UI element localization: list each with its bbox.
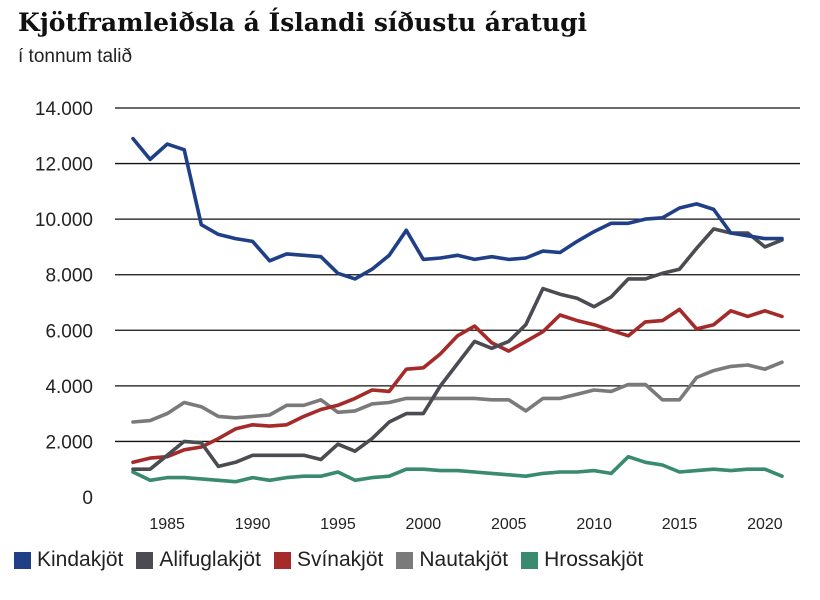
x-tick-label: 2010 (576, 516, 612, 533)
legend-label: Hrossakjöt (544, 548, 644, 571)
x-tick-label: 2000 (406, 516, 442, 533)
legend-item: Kindakjöt (14, 548, 123, 572)
y-tick-label: 12.000 (35, 155, 93, 176)
y-tick-label: 8.000 (45, 266, 93, 287)
legend-swatch (521, 551, 539, 569)
legend-swatch (136, 551, 154, 569)
y-tick-label: 6.000 (45, 321, 93, 342)
series-line (131, 227, 784, 472)
series-line (131, 307, 784, 465)
y-tick-label: 4.000 (45, 377, 93, 398)
legend-item: Svínakjöt (273, 548, 384, 572)
legend-label: Kindakjöt (37, 548, 124, 571)
x-tick-label: 2005 (491, 516, 527, 533)
y-tick-label: 14.000 (35, 99, 93, 120)
legend-label: Nautakjöt (419, 548, 509, 571)
chart-subtitle: í tonnum talið (18, 46, 133, 67)
x-tick-label: 1990 (235, 516, 271, 533)
legend-label: Alifuglakjöt (159, 548, 261, 571)
y-tick-label: 10.000 (35, 210, 93, 231)
legend-item: Hrossakjöt (521, 548, 643, 572)
y-tick-label: 0 (82, 488, 93, 509)
legend-item: Nautakjöt (396, 548, 508, 572)
x-tick-label: 2015 (662, 516, 698, 533)
legend-label: Svínakjöt (296, 548, 384, 571)
legend-swatch (273, 551, 291, 569)
x-tick-label: 2020 (747, 516, 783, 533)
x-tick-label: 1995 (320, 516, 356, 533)
legend-item: Alifuglakjöt (136, 548, 261, 572)
chart-title: Kjötframleiðsla á Íslandi síðustu áratug… (18, 8, 588, 37)
line-chart: 0 2.000 4.000 6.000 8.000 10.000 12.000 14.000 1… (35, 99, 800, 533)
y-tick-label: 2.000 (45, 432, 93, 453)
chart-legend: Kindakjöt Alifuglakjöt Svínakjöt Nautakjöt H… (14, 548, 656, 572)
legend-swatch (396, 551, 414, 569)
series-line (131, 136, 784, 281)
series-line (131, 360, 784, 424)
series-line (131, 454, 784, 484)
x-tick-label: 1985 (149, 516, 185, 533)
legend-swatch (14, 551, 31, 569)
